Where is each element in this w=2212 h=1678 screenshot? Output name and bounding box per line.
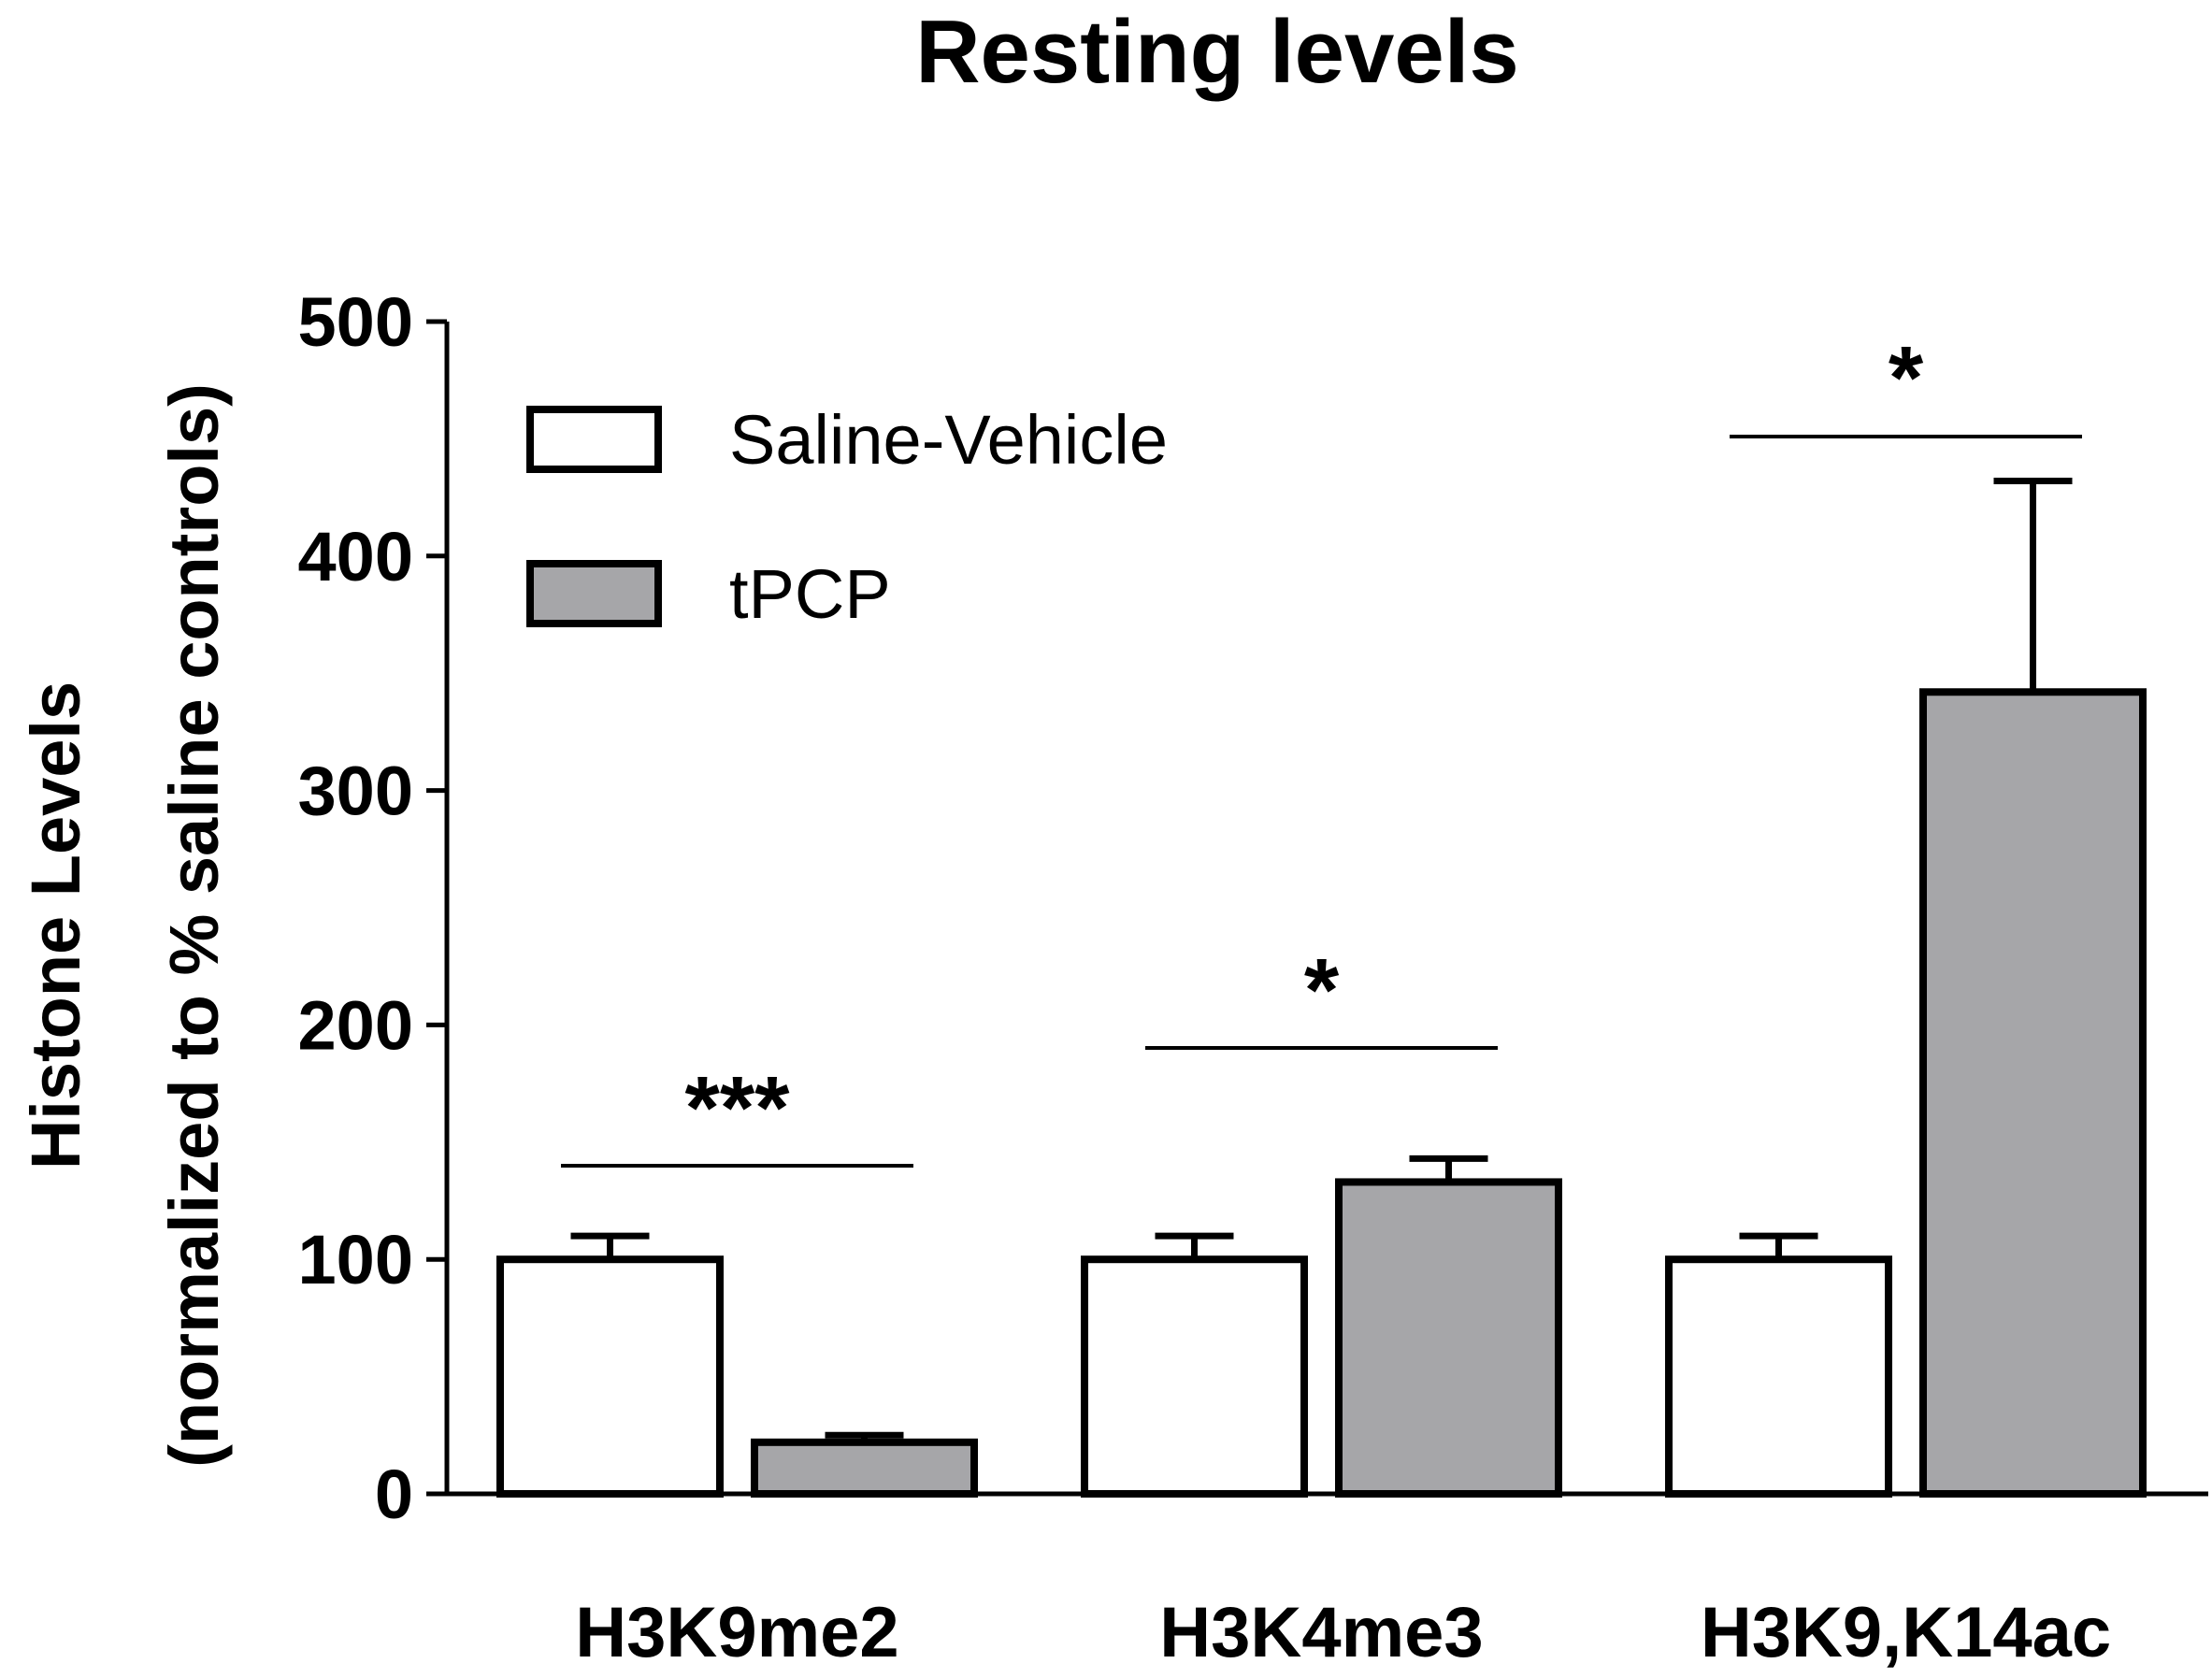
- axes: 0 100 200 300 400 500: [298, 283, 2208, 1533]
- bar-tpcp: [751, 1438, 978, 1498]
- bar-saline-vehicle: [496, 1255, 724, 1498]
- x-tick-label: H3K9,K14ac: [1701, 1593, 2111, 1672]
- x-tick-label: H3K9me2: [575, 1593, 898, 1672]
- legend-swatch: [526, 560, 662, 627]
- y-tick-label: 100: [298, 1221, 413, 1298]
- y-axis-label: Histone Levels (normalized to % saline c…: [17, 383, 233, 1468]
- y-axis-label-line1: Histone Levels: [17, 681, 94, 1169]
- significance-marker: *: [1889, 328, 1924, 428]
- bar-saline-vehicle: [1665, 1255, 1892, 1498]
- y-tick-label: 400: [298, 518, 413, 595]
- bar-tpcp: [1335, 1178, 1562, 1499]
- x-tick-label: H3K4me3: [1159, 1593, 1483, 1672]
- bar-saline-vehicle: [1081, 1255, 1308, 1498]
- y-tick-label: 300: [298, 753, 413, 830]
- legend: Saline-Vehicle tPCP: [526, 401, 1168, 633]
- y-tick-label: 200: [298, 986, 413, 1064]
- significance-marker: *: [1304, 940, 1340, 1040]
- x-tick-labels: H3K9me2 H3K4me3 H3K9,K14ac: [575, 1593, 2111, 1672]
- chart-title: Resting levels: [915, 2, 1519, 102]
- bar-tpcp: [1919, 688, 2147, 1498]
- y-tick-label: 0: [375, 1456, 413, 1533]
- significance-marker: ***: [684, 1058, 790, 1158]
- legend-label: tPCP: [729, 555, 891, 633]
- bars: [496, 478, 2147, 1499]
- y-axis-label-line2: (normalized to % saline controls): [155, 383, 233, 1468]
- y-tick-label: 500: [298, 283, 413, 361]
- significance-markers: *****: [561, 328, 2082, 1168]
- legend-swatch: [526, 406, 662, 473]
- legend-label: Saline-Vehicle: [729, 401, 1168, 479]
